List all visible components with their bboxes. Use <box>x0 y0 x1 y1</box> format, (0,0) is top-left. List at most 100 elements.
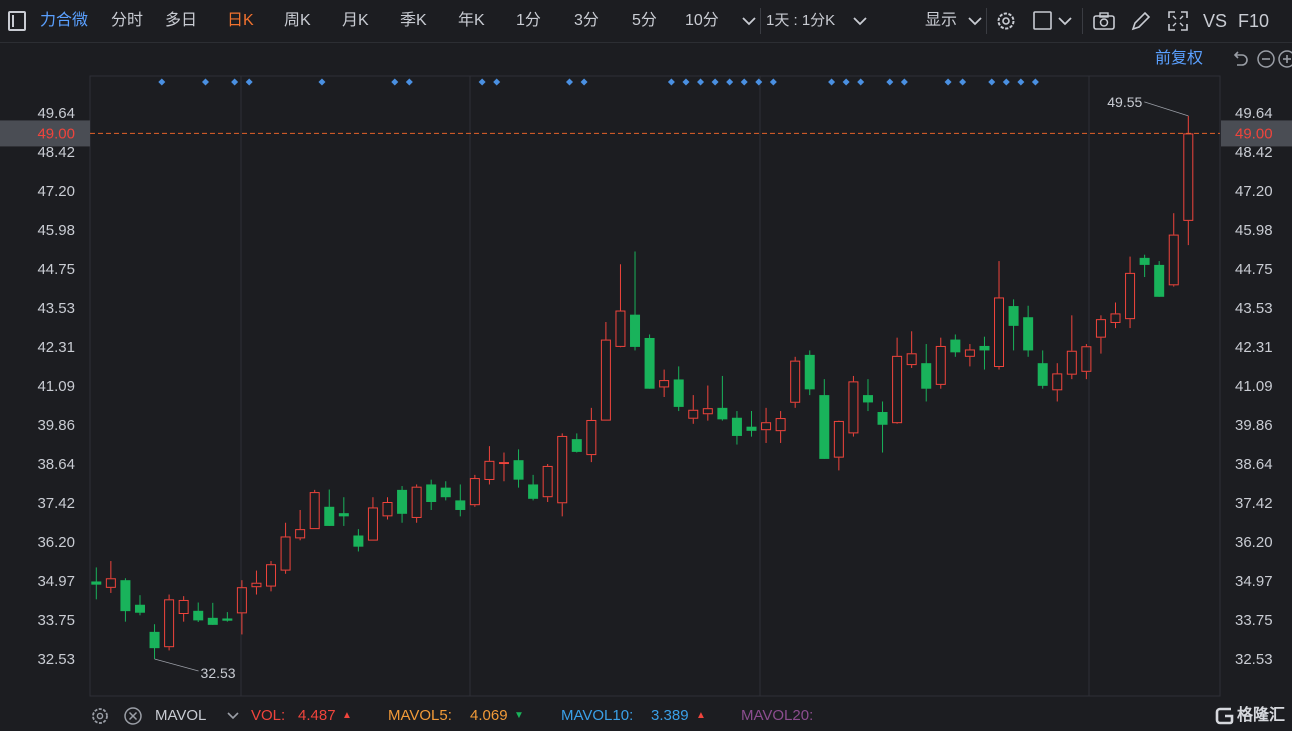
gear-icon[interactable] <box>993 8 1019 34</box>
candle-body <box>193 610 204 621</box>
vol-label: VOL: <box>251 707 286 724</box>
candle-body <box>1081 346 1092 372</box>
vs-button[interactable]: VS <box>1203 11 1228 31</box>
candle-body <box>222 618 233 621</box>
candle-body <box>950 339 961 353</box>
candle-down <box>877 401 888 453</box>
brand-logo-icon <box>1215 707 1234 725</box>
candle-body <box>382 501 393 517</box>
y-tick-label: 47.20 <box>1235 183 1273 200</box>
f10-button[interactable]: F10 <box>1238 11 1270 31</box>
camera-icon[interactable] <box>1091 8 1117 34</box>
candle-body <box>1023 317 1034 351</box>
undo-icon[interactable] <box>1227 46 1253 72</box>
y-tick-label: 49.64 <box>37 105 75 122</box>
period-select[interactable]: 1天 : 1分K <box>766 12 836 29</box>
candle-down <box>746 411 757 437</box>
y-tick-label: 33.75 <box>37 612 75 629</box>
zoom-in-icon[interactable] <box>1274 46 1292 72</box>
candle-down <box>120 578 131 622</box>
candle-up <box>833 420 844 471</box>
event-marker <box>769 78 777 86</box>
tab-3min[interactable]: 3分 <box>574 12 599 29</box>
tab-10min[interactable]: 10分 <box>685 12 719 29</box>
candle-down <box>455 484 466 517</box>
candle-body <box>717 407 728 420</box>
candle-body <box>906 353 917 366</box>
mavol20-label: MAVOL20: <box>741 707 814 724</box>
indicator-name[interactable]: MAVOL <box>155 707 207 724</box>
candle-up <box>892 337 903 424</box>
candle-up <box>1168 213 1179 287</box>
y-tick-label: 45.98 <box>1235 222 1273 239</box>
event-marker <box>726 78 734 86</box>
chevron-down-icon[interactable] <box>962 8 988 34</box>
y-tick-label: 43.53 <box>37 300 75 317</box>
candle-up <box>1110 302 1121 329</box>
candle-up <box>236 580 247 635</box>
candle-body <box>440 487 451 498</box>
candle-up <box>557 433 568 517</box>
candle-body <box>819 395 830 459</box>
y-tick-label: 38.64 <box>37 456 75 473</box>
fullscreen-icon[interactable] <box>1165 8 1191 34</box>
y-tick-label: 49.64 <box>1235 105 1273 122</box>
candle-body <box>877 412 888 425</box>
chevron-down-icon[interactable] <box>847 8 873 34</box>
candle-down <box>571 433 582 453</box>
display-menu[interactable]: 显示 <box>925 12 958 29</box>
candle-body <box>149 631 160 649</box>
candle-body <box>688 409 699 419</box>
candle-body <box>746 426 757 431</box>
candle-up <box>469 474 480 507</box>
chevron-down-icon[interactable] <box>220 703 246 729</box>
min-price-leader <box>154 658 199 672</box>
candle-body <box>673 379 684 407</box>
tab-multi-day[interactable]: 多日 <box>165 12 198 29</box>
candle-up <box>542 464 553 502</box>
pencil-icon[interactable] <box>1128 8 1154 34</box>
tab-intraday[interactable]: 分时 <box>111 12 144 29</box>
candle-body <box>935 345 946 385</box>
arrow-up-icon: ▲ <box>696 710 706 721</box>
checkbox-icon[interactable] <box>1031 8 1057 34</box>
stock-name[interactable]: 力合微 <box>40 12 89 29</box>
tab-weekly-k[interactable]: 周K <box>284 12 311 29</box>
candle-body <box>397 489 408 514</box>
tab-1min[interactable]: 1分 <box>516 12 541 29</box>
tab-5min[interactable]: 5分 <box>632 12 657 29</box>
gear-icon[interactable] <box>87 703 113 729</box>
chevron-down-icon[interactable] <box>1052 8 1078 34</box>
event-marker <box>886 78 894 86</box>
chevron-down-icon[interactable] <box>736 8 762 34</box>
y-axis-left: 49.64 48.42 47.20 45.98 44.75 43.53 42.31 41.09… <box>37 105 75 668</box>
chart-subbar: 前复权 <box>0 42 1292 76</box>
candle-up <box>484 446 495 485</box>
candle-up <box>382 497 393 520</box>
event-marker <box>711 78 719 86</box>
candle-up <box>164 594 175 651</box>
tab-monthly-k[interactable]: 月K <box>342 12 369 29</box>
candle-body <box>353 535 364 547</box>
adjust-mode-button[interactable]: 前复权 <box>1155 50 1204 67</box>
event-marker <box>828 78 836 86</box>
tab-yearly-k[interactable]: 年K <box>458 12 485 29</box>
sidebar-toggle-icon[interactable] <box>8 11 26 31</box>
tab-quarterly-k[interactable]: 季K <box>400 12 427 29</box>
candle-body <box>528 484 539 499</box>
event-marker <box>697 78 705 86</box>
y-tick-label: 43.53 <box>1235 300 1273 317</box>
y-tick-label: 37.42 <box>1235 495 1273 512</box>
zoom-out-icon[interactable] <box>1253 46 1279 72</box>
y-tick-label: 44.75 <box>37 261 75 278</box>
candle-body <box>964 349 975 357</box>
current-price-label-left: 49.00 <box>37 125 75 142</box>
candle-body <box>455 500 466 510</box>
event-marker <box>318 78 326 86</box>
candle-body <box>1037 363 1048 386</box>
tab-daily-k[interactable]: 日K <box>227 12 254 29</box>
close-icon[interactable] <box>120 703 146 729</box>
candle-up <box>309 489 320 530</box>
y-tick-label: 38.64 <box>1235 456 1273 473</box>
